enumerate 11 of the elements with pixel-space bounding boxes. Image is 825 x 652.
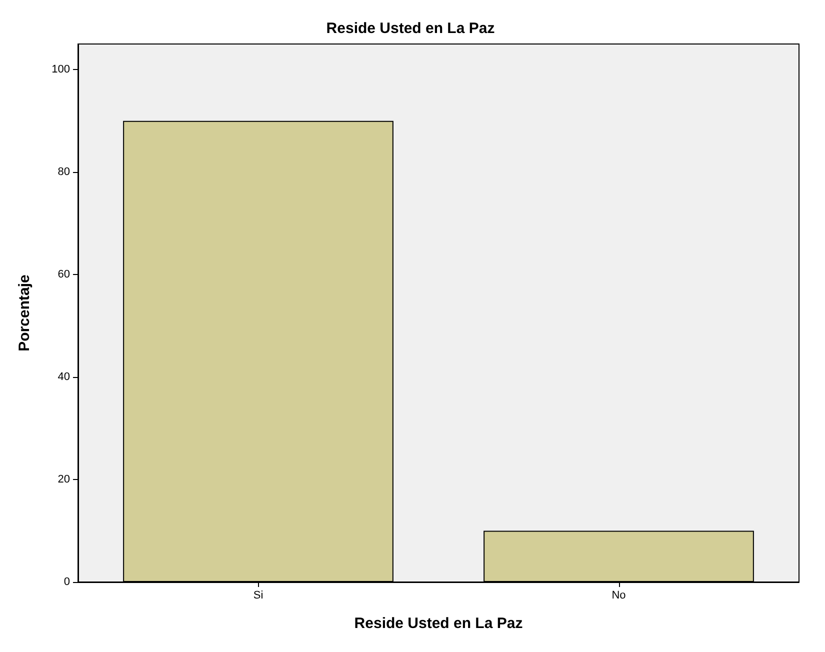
y-tick-label: 40 (58, 371, 70, 384)
x-tick-label: No (612, 590, 626, 602)
y-tick-label: 80 (58, 166, 70, 178)
y-tick-label: 100 (52, 64, 70, 76)
y-axis-title: Porcentaje (16, 274, 33, 352)
y-tick-label: 60 (58, 268, 70, 281)
chart-title: Reside Usted en La Paz (326, 20, 495, 37)
y-tick-label: 0 (64, 576, 70, 588)
x-tick-label: Si (253, 590, 264, 602)
y-tick-label: 20 (58, 474, 70, 486)
x-axis-title: Reside Usted en La Paz (354, 615, 523, 632)
